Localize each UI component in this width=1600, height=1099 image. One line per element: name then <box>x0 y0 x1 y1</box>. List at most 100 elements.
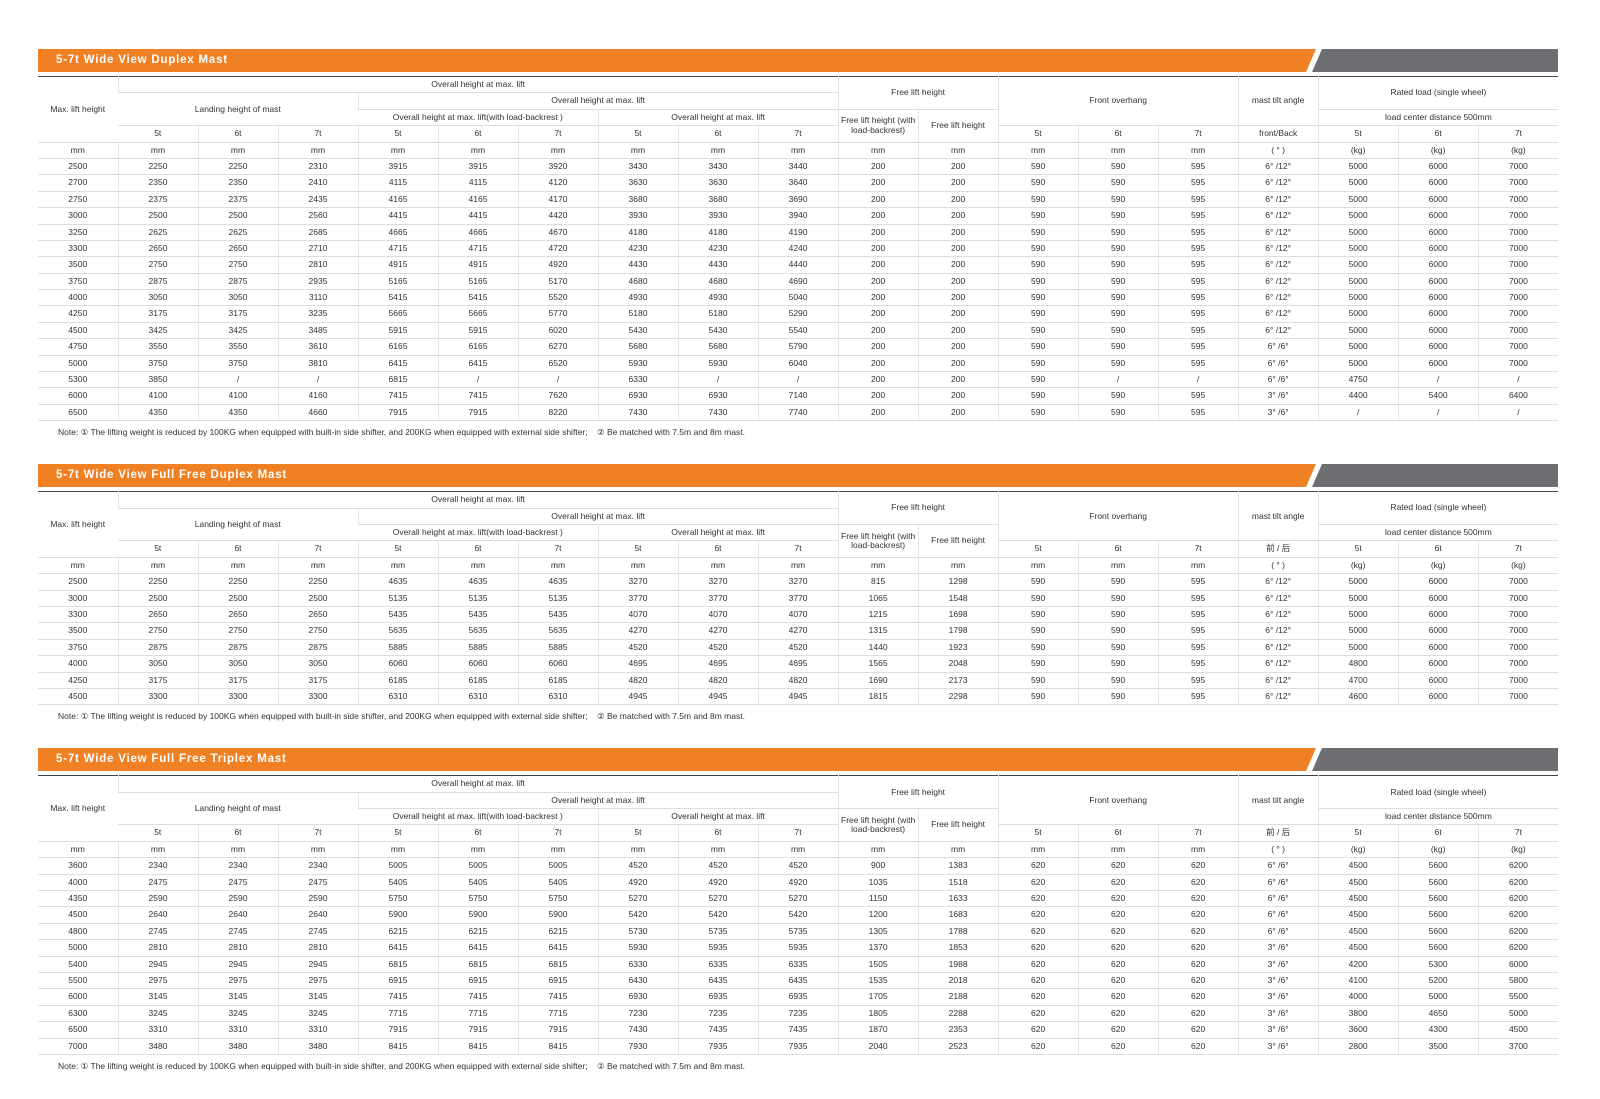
data-cell: 6° /12° <box>1237 590 1319 607</box>
data-cell: 620 <box>1157 1021 1239 1039</box>
data-cell: 200 <box>917 224 999 241</box>
data-cell: 5885 <box>357 639 438 657</box>
data-cell: 3000 <box>38 207 118 225</box>
data-row: 5500 2975 2975 2975 6915 6915 6915 6430 6435 6435… <box>38 972 1559 990</box>
data-cell: 7415 <box>517 988 598 1006</box>
data-cell: 2640 <box>117 906 198 924</box>
data-cell: 7000 <box>1477 655 1559 673</box>
units-row: mm mm mm mm mm mm mm mm mm mm mm mm mm mm mm( ° ) (kg)(… <box>38 557 1559 575</box>
data-cell: 7915 <box>517 1021 598 1039</box>
data-cell: 3610 <box>277 338 358 356</box>
data-cell: 1565 <box>837 655 919 673</box>
header-cell: 7t <box>757 125 839 143</box>
data-cell: 1035 <box>837 874 919 892</box>
data-cell: 5000 <box>1317 606 1399 624</box>
data-cell: 590 <box>997 371 1079 389</box>
unit-cell: mm <box>677 557 758 575</box>
section: 5-7t Wide View Duplex Mast Max. lift heig… <box>38 49 1559 443</box>
data-cell: 5200 <box>1397 972 1479 990</box>
data-row: 3600 2340 2340 2340 5005 5005 5005 4520 4520 4520… <box>38 857 1559 875</box>
header-row: 5t 6t 7t 5t 6t 7t 5t 6t 7t 5t 6t 7t 前 / 后 5t 6t 7t <box>38 540 1559 558</box>
data-cell: 1440 <box>837 639 919 657</box>
header-cell: 6t <box>677 540 758 558</box>
header-cell: Free lift height (with load-backrest) <box>837 524 919 558</box>
data-cell: 2188 <box>917 988 999 1006</box>
data-cell: 3° /6° <box>1237 1038 1319 1055</box>
data-cell: 590 <box>1077 672 1159 689</box>
data-row: 4000 3050 3050 3050 6060 6060 6060 4695 4695 4695… <box>38 655 1559 673</box>
data-cell: 2875 <box>117 273 198 291</box>
data-cell: 5430 <box>597 322 678 340</box>
data-cell: 6° /12° <box>1237 305 1319 323</box>
data-cell: 4695 <box>677 655 758 673</box>
data-cell: 5750 <box>437 890 518 908</box>
data-cell: 5600 <box>1397 890 1479 908</box>
data-cell: 590 <box>997 240 1079 258</box>
data-cell: 6000 <box>1397 191 1479 209</box>
data-cell: 590 <box>1077 322 1159 340</box>
header-cell: 7t <box>1157 540 1239 558</box>
data-cell: 6200 <box>1477 874 1559 892</box>
data-cell: 5005 <box>437 857 518 875</box>
data-cell: / <box>1157 371 1239 389</box>
data-cell: 3° /6° <box>1237 939 1319 957</box>
data-cell: 2350 <box>197 174 278 192</box>
data-cell: 1698 <box>917 606 999 624</box>
data-cell: 1705 <box>837 988 919 1006</box>
data-cell: 2250 <box>197 573 278 591</box>
data-cell: 590 <box>1077 174 1159 192</box>
data-cell: 4500 <box>1317 923 1399 941</box>
header-cell: 5t <box>597 125 678 143</box>
data-cell: 2500 <box>277 590 358 607</box>
header-cell: Overall height at max. lift <box>597 524 839 542</box>
data-cell: 620 <box>1077 857 1159 875</box>
data-cell: 2650 <box>197 240 278 258</box>
header-cell: 7t <box>1477 125 1559 143</box>
data-cell: 590 <box>1077 355 1159 373</box>
data-cell: 590 <box>997 224 1079 241</box>
data-cell: 5635 <box>517 622 598 640</box>
data-cell: 6200 <box>1477 923 1559 941</box>
data-cell: 620 <box>1157 1038 1239 1055</box>
data-row: 6000 4100 4100 4160 7415 7415 7620 6930 6930 7140… <box>38 387 1559 405</box>
data-cell: 590 <box>1077 622 1159 640</box>
data-cell: 2810 <box>117 939 198 957</box>
data-cell: 2500 <box>38 158 118 176</box>
data-cell: 5165 <box>437 273 518 291</box>
data-row: 5400 2945 2945 2945 6815 6815 6815 6330 6335 6335… <box>38 956 1559 973</box>
data-cell: 3480 <box>277 1038 358 1055</box>
data-cell: 590 <box>997 404 1079 422</box>
data-cell: 3920 <box>517 158 598 176</box>
title-bar-shape <box>38 49 1558 72</box>
data-cell: 2640 <box>277 906 358 924</box>
header-cell: 6t <box>1397 540 1479 558</box>
data-cell: 4165 <box>437 191 518 209</box>
data-cell: / <box>437 371 518 389</box>
data-cell: 4520 <box>597 639 678 657</box>
data-cell: 3700 <box>1477 1038 1559 1055</box>
data-cell: 2975 <box>117 972 198 990</box>
data-cell: 3175 <box>277 672 358 689</box>
data-cell: 6000 <box>1397 289 1479 307</box>
unit-cell: ( ° ) <box>1237 841 1319 859</box>
data-cell: 2250 <box>117 573 198 591</box>
data-cell: 5000 <box>1317 207 1399 225</box>
data-cell: 5435 <box>437 606 518 624</box>
data-cell: / <box>517 371 598 389</box>
data-cell: 2375 <box>117 191 198 209</box>
data-cell: 595 <box>1157 256 1239 274</box>
header-cell: Overall height at max. lift(with load-ba… <box>358 524 598 542</box>
data-cell: 5915 <box>437 322 518 340</box>
data-cell: 7000 <box>1477 158 1559 176</box>
header-cell: 7t <box>1157 824 1239 842</box>
data-cell: 5930 <box>597 355 678 373</box>
data-cell: 1870 <box>837 1021 919 1039</box>
data-cell: 1298 <box>917 573 999 591</box>
header-cell: load center distance 500mm <box>1317 109 1559 127</box>
data-cell: 1633 <box>917 890 999 908</box>
data-cell: 590 <box>997 273 1079 291</box>
header-cell: 6t <box>197 824 278 842</box>
data-cell: 7000 <box>1477 672 1559 689</box>
note: Note: ① The lifting weight is reduced by… <box>58 1060 745 1071</box>
unit-cell: mm <box>437 142 518 159</box>
